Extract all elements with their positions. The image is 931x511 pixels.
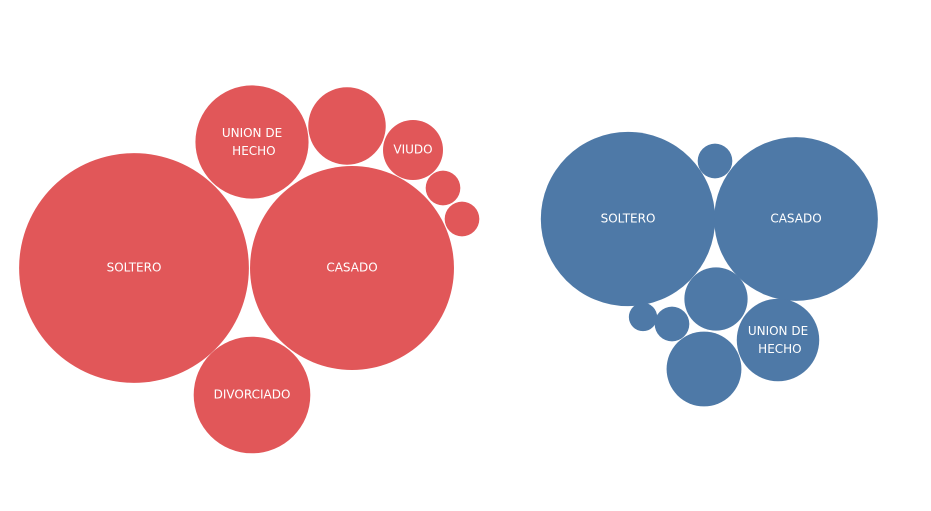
- bubble: [383, 120, 443, 180]
- bubble: [250, 166, 454, 370]
- bubble: [425, 170, 461, 206]
- bubble-label: DIVORCIADO: [214, 388, 291, 402]
- bubble: [654, 306, 690, 342]
- bubble-label: CASADO: [326, 261, 377, 275]
- bubble-label: UNION DE HECHO: [748, 324, 808, 356]
- bubble: [714, 137, 878, 301]
- bubble-label: UNION DE HECHO: [222, 126, 282, 158]
- bubble: [684, 267, 748, 331]
- bubble-label: SOLTERO: [601, 212, 656, 226]
- bubble: [308, 87, 386, 165]
- bubble: [540, 131, 716, 307]
- bubble: [666, 331, 742, 407]
- bubble-label: CASADO: [770, 212, 821, 226]
- bubble: [444, 201, 480, 237]
- bubble: [628, 302, 658, 332]
- bubble-label: SOLTERO: [107, 261, 162, 275]
- bubble: [193, 336, 311, 454]
- bubble: [736, 298, 820, 382]
- bubble: [195, 85, 309, 199]
- bubble-label: VIUDO: [393, 143, 432, 157]
- bubble: [19, 153, 249, 383]
- bubble: [697, 143, 733, 179]
